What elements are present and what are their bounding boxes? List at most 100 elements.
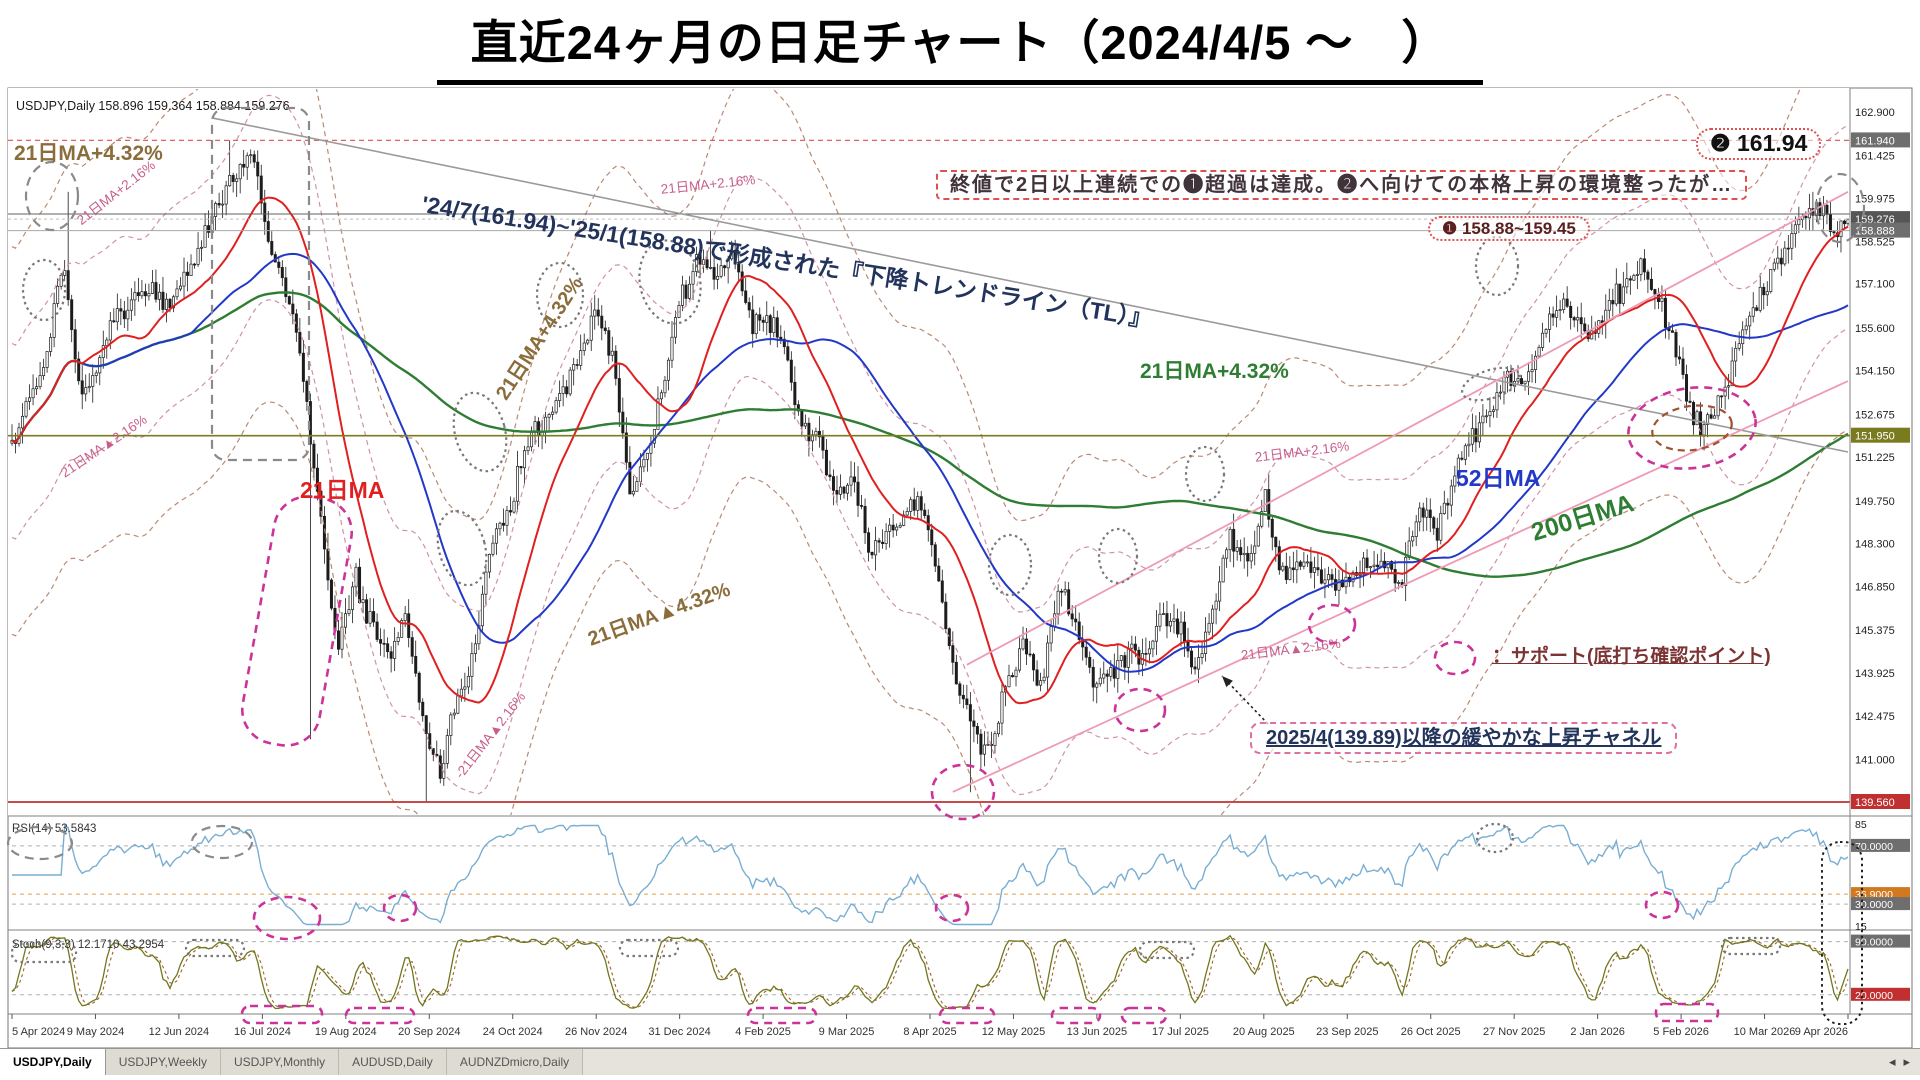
- svg-text:149.750: 149.750: [1855, 496, 1895, 508]
- ma200-line: [11, 291, 1849, 578]
- rsi-support-aug2024: [252, 895, 322, 941]
- chart-tabbar: USDJPY,Daily USDJPY,Weekly USDJPY,Monthly A…: [0, 1048, 1920, 1075]
- svg-text:157.100: 157.100: [1855, 279, 1895, 291]
- channel-note-arrow-head: [1222, 676, 1233, 688]
- svg-text:12 May 2025: 12 May 2025: [982, 1026, 1046, 1038]
- support-jul2025-low: [1307, 603, 1357, 645]
- svg-text:20.0000: 20.0000: [1855, 990, 1893, 1002]
- svg-text:26 Nov 2024: 26 Nov 2024: [565, 1026, 627, 1038]
- svg-text:27 Nov 2025: 27 Nov 2025: [1483, 1026, 1545, 1038]
- tab-usdjpy-monthly[interactable]: USDJPY,Monthly: [220, 1049, 340, 1075]
- circle-aug2025: [1097, 527, 1139, 585]
- svg-text:17 Jul 2025: 17 Jul 2025: [1152, 1026, 1209, 1038]
- stoch-bottom-5: [1050, 1006, 1102, 1025]
- svg-text:19 Aug 2024: 19 Aug 2024: [315, 1026, 377, 1038]
- legend-support-icon: [1433, 640, 1477, 676]
- downtrend-line: [211, 117, 1849, 453]
- candlesticks: [10, 140, 1849, 802]
- circle-apr2026-top: [1814, 172, 1866, 244]
- svg-text:8 Apr 2025: 8 Apr 2025: [903, 1026, 956, 1038]
- tab-audnzdmicro-daily[interactable]: AUDNZDmicro,Daily: [446, 1049, 584, 1075]
- current-zone-box: [1821, 841, 1863, 1025]
- stoch-bottom-2: [344, 1006, 416, 1025]
- chart-plot-area[interactable]: [8, 88, 1850, 816]
- stoch-bottom-1: [240, 1004, 324, 1025]
- svg-text:90.0000: 90.0000: [1855, 937, 1893, 949]
- svg-text:85: 85: [1855, 819, 1867, 831]
- envelope-line-3: [11, 401, 1849, 815]
- svg-text:148.300: 148.300: [1855, 539, 1895, 551]
- svg-text:162.900: 162.900: [1855, 107, 1895, 119]
- svg-text:20 Sep 2024: 20 Sep 2024: [398, 1026, 460, 1038]
- svg-text:24 Oct 2024: 24 Oct 2024: [483, 1026, 543, 1038]
- chart-tabs: USDJPY,Daily USDJPY,Weekly USDJPY,Monthly A…: [0, 1049, 584, 1075]
- svg-text:26 Oct 2025: 26 Oct 2025: [1401, 1026, 1461, 1038]
- stoch-bottom-7: [1654, 1002, 1720, 1023]
- rsi-circle-jun2024: [190, 824, 254, 860]
- stoch-bottom-6: [1120, 1006, 1168, 1025]
- rsi-header: RSI(14) 53.5843: [12, 823, 96, 835]
- svg-text:141.000: 141.000: [1855, 754, 1895, 766]
- channel-note-arrow: [1221, 675, 1269, 725]
- date-axis: 5 Apr 2024 9 May 2024 12 Jun 2024 16 Jul 20…: [11, 1014, 1849, 1038]
- stoch-top-2: [184, 938, 246, 958]
- stoch-top-1: [10, 942, 78, 964]
- stoch-main-line: [11, 934, 1849, 1010]
- svg-text:146.850: 146.850: [1855, 582, 1895, 594]
- svg-text:10 Mar 2026: 10 Mar 2026: [1734, 1026, 1796, 1038]
- svg-text:155.600: 155.600: [1855, 323, 1895, 335]
- svg-text:145.375: 145.375: [1855, 625, 1895, 637]
- rsi-support-apr2025: [934, 893, 970, 923]
- svg-text:161.425: 161.425: [1855, 151, 1895, 163]
- tab-scroll-right-icon[interactable]: ▸: [1903, 1054, 1910, 1069]
- svg-text:143.925: 143.925: [1855, 668, 1895, 680]
- tab-scroll-left-icon[interactable]: ◂: [1888, 1054, 1896, 1069]
- svg-text:161.940: 161.940: [1855, 135, 1895, 147]
- stoch-top-4: [1138, 940, 1196, 960]
- circle-nov2025-top: [1474, 235, 1520, 297]
- circle-jul2025: [987, 533, 1033, 597]
- svg-text:23 Sep 2025: 23 Sep 2025: [1316, 1026, 1378, 1038]
- svg-text:154.150: 154.150: [1855, 366, 1895, 378]
- circle-oct2024-band-2: [436, 509, 488, 587]
- svg-text:159.975: 159.975: [1855, 194, 1895, 206]
- channel-line-0: [952, 380, 1849, 793]
- tab-audusd-daily[interactable]: AUDUSD,Daily: [339, 1049, 447, 1075]
- svg-text:9 Apr 2026: 9 Apr 2026: [1795, 1026, 1848, 1038]
- circle-apr2024-band: [21, 258, 67, 322]
- rsi-support-feb2026: [1644, 890, 1680, 920]
- svg-text:142.475: 142.475: [1855, 711, 1895, 723]
- ma52-line: [11, 252, 1849, 673]
- support-feb2026-inner: [1651, 404, 1733, 452]
- svg-text:16 Jul 2024: 16 Jul 2024: [234, 1026, 291, 1038]
- circle-nov2024-top: [535, 261, 585, 329]
- svg-text:20 Aug 2025: 20 Aug 2025: [1233, 1026, 1295, 1038]
- support-jun2025-low: [1113, 687, 1167, 733]
- rsi-support-sep2024: [382, 893, 418, 923]
- tab-scroll-arrows[interactable]: ◂ ▸: [1879, 1049, 1920, 1075]
- svg-text:151.225: 151.225: [1855, 452, 1895, 464]
- support-feb2026-outer: [1627, 386, 1757, 470]
- svg-text:158.525: 158.525: [1855, 236, 1895, 248]
- svg-text:158.888: 158.888: [1855, 226, 1895, 238]
- envelope-line-0: [11, 89, 1801, 522]
- stoch-bottom-3: [746, 1006, 818, 1025]
- svg-text:13 Jun 2025: 13 Jun 2025: [1067, 1026, 1128, 1038]
- circle-apr2024-spike: [24, 160, 80, 232]
- svg-text:2 Jan 2026: 2 Jan 2026: [1570, 1026, 1624, 1038]
- circle-sep2025: [1184, 445, 1226, 503]
- tab-usdjpy-daily[interactable]: USDJPY,Daily: [0, 1049, 106, 1075]
- svg-text:139.560: 139.560: [1855, 797, 1895, 809]
- svg-text:9 May 2024: 9 May 2024: [67, 1026, 124, 1038]
- box-jul2024-top: [210, 106, 311, 462]
- channel-line-1: [966, 191, 1849, 666]
- ohlc-header: USDJPY,Daily 158.896 159.364 158.884 159…: [16, 99, 290, 113]
- svg-text:151.950: 151.950: [1855, 431, 1895, 443]
- circle-oct2025: [1461, 366, 1521, 402]
- circle-oct2024-band-1: [452, 391, 508, 473]
- tab-usdjpy-weekly[interactable]: USDJPY,Weekly: [105, 1049, 221, 1075]
- page-title: 直近24ヶ月の日足チャート（2024/4/5 ～ ）: [436, 4, 1484, 85]
- envelope-line-1: [11, 94, 1849, 613]
- svg-text:4 Feb 2025: 4 Feb 2025: [735, 1026, 791, 1038]
- rsi-circle-left: [6, 825, 74, 861]
